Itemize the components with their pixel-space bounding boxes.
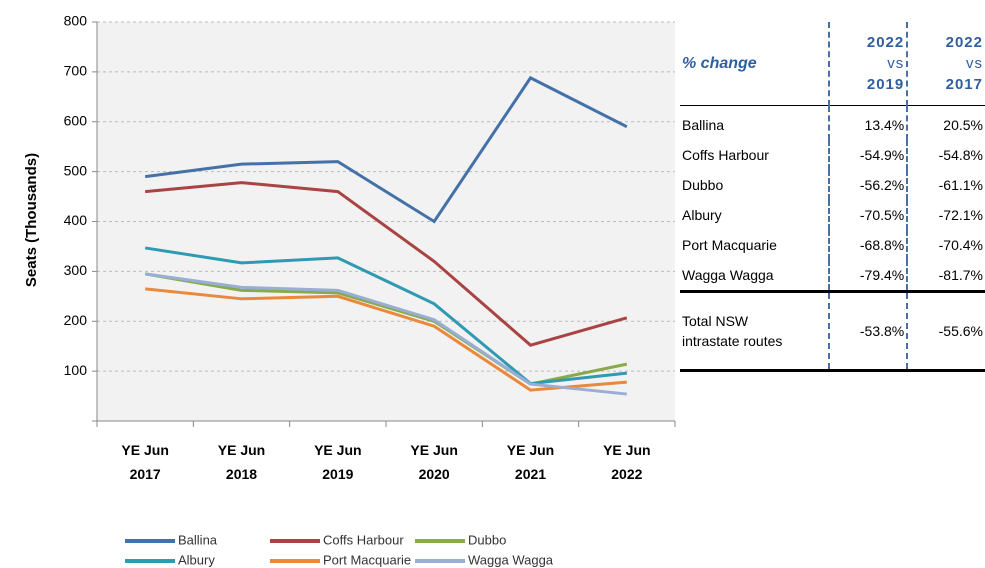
table-header: % change 2022 vs 2019 2022 vs 2017 <box>680 22 985 106</box>
x-tick-label: YE Jun 2019 <box>314 442 362 482</box>
table-label: Dubbo <box>682 177 724 193</box>
y-tick-label: 200 <box>64 312 88 328</box>
table-value: -81.7% <box>906 260 985 293</box>
series-line <box>144 75 628 224</box>
table-total: Total NSW intrastate routes -53.8% -55.6% <box>680 291 985 372</box>
table-value: 20.5% <box>906 105 985 140</box>
table-row: Coffs Harbour -54.9% -54.8% <box>680 140 985 170</box>
table-row: Ballina 13.4% 20.5% <box>680 105 985 140</box>
y-tick-label: 500 <box>64 162 88 178</box>
table-value: -70.4% <box>906 230 985 260</box>
table-value: -61.1% <box>906 170 985 200</box>
table-row: Albury -70.5% -72.1% <box>680 200 985 230</box>
header-text: 2019 <box>866 76 905 93</box>
x-tick-label: YE Jun 2018 <box>217 442 266 482</box>
table-label: Wagga Wagga <box>680 260 829 293</box>
legend-label: Dubbo <box>468 532 506 547</box>
legend-label: Ballina <box>178 532 218 547</box>
table-label: Port Macquarie <box>682 237 777 253</box>
y-tick-label: 300 <box>64 262 88 278</box>
legend-label: Coffs Harbour <box>323 532 404 547</box>
x-tick-label: YE Jun 2017 <box>121 442 169 482</box>
series-line <box>144 246 627 386</box>
table-value: -79.4% <box>827 260 908 293</box>
header-text: 2017 <box>945 76 983 93</box>
y-tick-label: 100 <box>64 362 88 378</box>
header-text: 2022 <box>866 34 905 51</box>
series-line <box>145 181 628 347</box>
header-text: 2022 <box>945 34 983 51</box>
table-value: -53.8% <box>827 291 908 372</box>
table-value: -68.8% <box>827 230 908 260</box>
table-value: -70.5% <box>827 200 908 230</box>
table-label: Total NSW intrastate routes <box>680 291 829 372</box>
header-text: vs <box>966 55 983 72</box>
legend-label: Wagga Wagga <box>468 552 554 567</box>
table-value: -56.2% <box>827 170 908 200</box>
header-text: vs <box>887 55 905 72</box>
table-row: Dubbo -56.2% -61.1% <box>680 170 985 200</box>
header-cell: 2022 vs 2017 <box>906 22 985 106</box>
table-label: Ballina <box>682 117 725 133</box>
y-axis-label: Seats (Thousands) <box>23 153 40 287</box>
table-label: Albury <box>682 207 722 223</box>
x-tick-label: YE Jun 2021 <box>506 442 555 482</box>
table-value: -55.6% <box>906 291 985 372</box>
table-label: Coffs Harbour <box>682 147 769 163</box>
series-line <box>144 272 627 396</box>
series-line <box>145 287 627 392</box>
table-value: -72.1% <box>906 200 985 230</box>
y-tick-label: 400 <box>64 212 88 228</box>
table-row: Wagga Wagga -79.4% -81.7% <box>680 260 985 293</box>
legend-label: Port Macquarie <box>323 552 411 567</box>
x-tick-label: YE Jun 2022 <box>603 442 651 482</box>
x-tick-label: YE Jun 2020 <box>410 442 458 482</box>
table-value: -54.9% <box>827 140 908 170</box>
header-cell: 2022 vs 2019 <box>827 22 908 106</box>
y-tick-label: 600 <box>64 112 88 128</box>
table-value: -54.8% <box>906 140 985 170</box>
table-value: 13.4% <box>827 105 908 140</box>
header-label: % change <box>680 22 829 106</box>
y-tick-label: 800 <box>64 13 88 29</box>
change-table: % change 2022 vs 2019 2022 vs 2017 Ballina 13.4%… <box>680 22 985 372</box>
legend-label: Albury <box>178 552 215 567</box>
table-row: Port Macquarie -68.8% -70.4% <box>680 230 985 260</box>
y-tick-label: 700 <box>64 63 88 79</box>
